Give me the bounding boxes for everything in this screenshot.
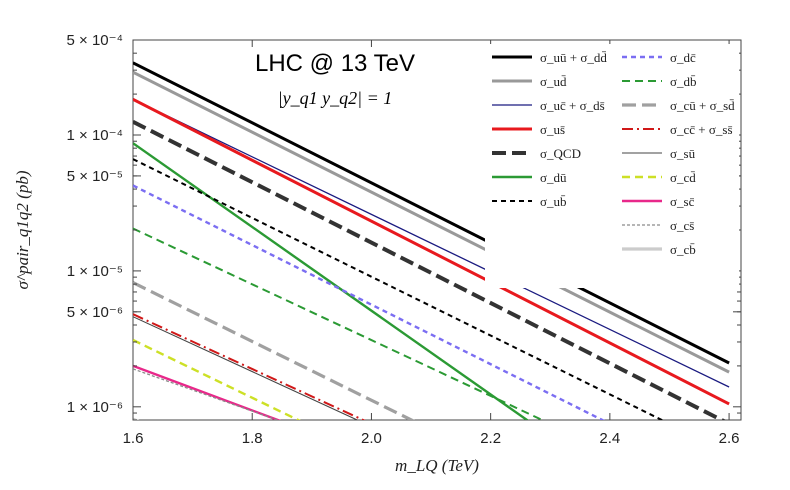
- x-tick-label: 2.2: [480, 430, 501, 447]
- y-axis-title: σ^pair_q1q2 (pb): [13, 170, 32, 289]
- series-line-13-sigma_cd: [133, 338, 301, 420]
- legend-label-sigma_du: σ_dū: [540, 170, 567, 185]
- legend-label-sigma_cc-sigma_ss: σ_cc̄ + σ_ss̄: [670, 122, 733, 137]
- legend-label-sigma_uc-sigma_ds: σ_uc̄ + σ_ds̄: [540, 98, 605, 113]
- legend-label-sigma_ud: σ_ud̄: [540, 74, 567, 89]
- series-line-4-sigma_us: [133, 97, 730, 406]
- legend-label-sigma_su: σ_sū: [670, 146, 696, 161]
- x-tick-label: 1.8: [242, 430, 263, 447]
- y-tick-label: 1 × 10⁻⁵: [67, 263, 123, 280]
- legend-background: [485, 44, 739, 288]
- x-tick-label: 2.4: [599, 430, 620, 447]
- series-line-11-sigma_cc-sigma_ss: [133, 313, 366, 420]
- legend-label-sigma_ub: σ_ub̄: [540, 194, 567, 209]
- legend-label-sigma_dc: σ_dc̄: [670, 50, 696, 65]
- legend-label-sigma_cd: σ_cd̄: [670, 170, 696, 185]
- legend-label-sigma_db: σ_db̄: [670, 74, 697, 89]
- chart-subtitle: |y_q1 y_q2| = 1: [278, 88, 393, 108]
- legend: σ_uū + σ_dd̄ σ_ud̄ σ_uc̄ + σ_ds̄ σ_us̄ σ_QCD…: [492, 50, 735, 257]
- legend-label-sigma_uu-sigma_dd: σ_uū + σ_dd̄: [540, 50, 607, 65]
- legend-label-sigma_cu-sigma_sd: σ_cū + σ_sd̄: [670, 98, 735, 113]
- y-tick-label: 5 × 10⁻⁴: [67, 32, 123, 49]
- legend-label-sigma_sc: σ_sc̄: [670, 194, 695, 209]
- series-line-6-sigma_du: [133, 142, 530, 420]
- x-tick-label: 2.0: [361, 430, 382, 447]
- series-line-7-sigma_ub: [133, 158, 665, 420]
- legend-label-sigma_cb: σ_cb̄: [670, 242, 696, 257]
- series-line-12-sigma_su: [133, 316, 359, 420]
- tick-layer: 1.6 1.8 2.0 2.2 2.4 2.6 5 × 10⁻⁴ 1 × 10⁻⁴ 5 × 10…: [67, 32, 741, 447]
- x-axis-title: m_LQ (TeV): [395, 456, 479, 475]
- chart-title: LHC @ 13 TeV: [255, 50, 415, 77]
- y-tick-label: 5 × 10⁻⁶: [67, 304, 123, 321]
- y-tick-label: 1 × 10⁻⁴: [67, 127, 123, 144]
- series-line-10-sigma_cu-sigma_sd: [133, 281, 416, 420]
- series-line-2-sigma_ud: [133, 70, 730, 374]
- legend-label-sigma_cs: σ_cs̄: [670, 218, 694, 233]
- legend-label-sigma_qcd: σ_QCD: [540, 146, 581, 161]
- series-line-5-sigma_qcd: [133, 120, 727, 420]
- series-line-9-sigma_db: [133, 227, 545, 420]
- y-tick-label: 5 × 10⁻⁵: [67, 168, 123, 185]
- series-line-3-sigma_uc-sigma_ds: [133, 98, 730, 388]
- series-line-1-sigma_uu-sigma_dd: [133, 61, 730, 365]
- x-tick-label: 2.6: [719, 430, 740, 447]
- series-layer: [133, 61, 730, 420]
- series-line-8-sigma_dc: [133, 184, 605, 420]
- legend-label-sigma_us: σ_us̄: [540, 122, 565, 137]
- y-tick-label: 1 × 10⁻⁶: [67, 399, 123, 416]
- series-line-14-sigma_sc: [133, 364, 282, 420]
- x-tick-label: 1.6: [123, 430, 144, 447]
- series-line-15-sigma_cs: [133, 368, 280, 420]
